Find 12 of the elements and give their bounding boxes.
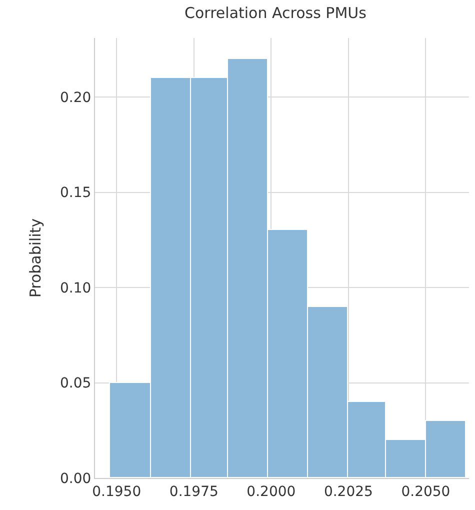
y-tick-label: 0.10 <box>60 280 92 296</box>
y-tick-label: 0.20 <box>60 90 92 106</box>
y-tick-label: 0.00 <box>60 470 92 487</box>
y-axis-title: Probability <box>26 218 44 298</box>
x-tick-label: 0.2050 <box>401 484 450 500</box>
y-tick-label: 0.15 <box>60 185 92 202</box>
chart-title: Correlation Across PMUs <box>184 4 367 22</box>
x-tick-label: 0.2025 <box>324 484 373 500</box>
x-tick-label: 0.1950 <box>92 484 142 500</box>
x-tick-label: 0.2000 <box>246 484 296 500</box>
y-tick-label: 0.05 <box>60 376 92 392</box>
x-tick-label: 0.1975 <box>169 484 218 500</box>
